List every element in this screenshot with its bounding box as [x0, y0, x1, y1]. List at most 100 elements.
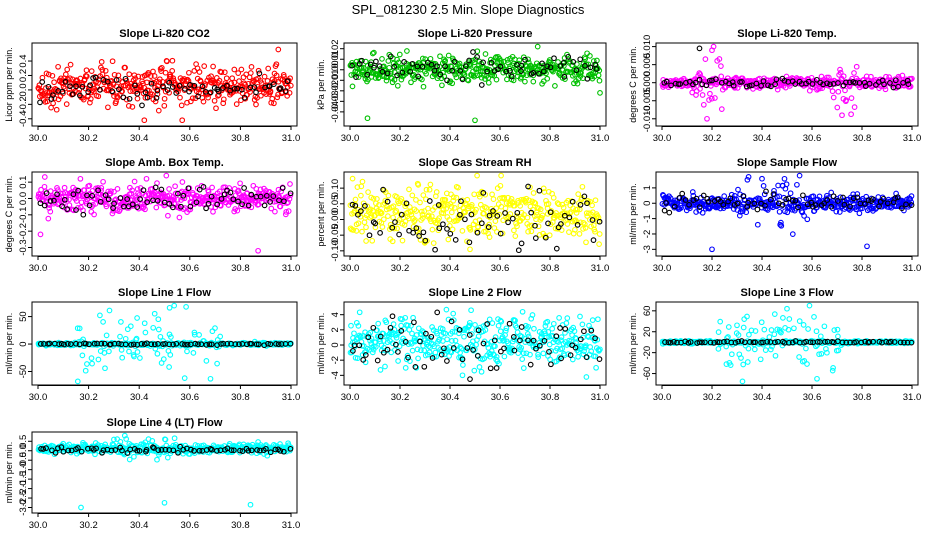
data-point	[67, 83, 73, 90]
data-point	[383, 319, 390, 326]
data-point	[131, 353, 137, 360]
data-point	[166, 341, 173, 348]
x-tick-label: 30.6	[803, 133, 822, 144]
data-point	[47, 198, 54, 204]
data-point	[385, 213, 391, 219]
data-point	[70, 207, 77, 214]
data-point	[516, 57, 523, 64]
data-point	[169, 68, 176, 74]
data-point	[471, 191, 478, 198]
data-point	[389, 313, 396, 320]
data-point	[745, 345, 752, 352]
data-point	[781, 77, 788, 84]
x-tick-label: 30.4	[130, 263, 149, 274]
data-point	[525, 56, 531, 63]
data-point	[434, 220, 440, 227]
x-tick-label: 30.0	[29, 133, 48, 144]
data-point	[835, 198, 841, 204]
data-point	[506, 67, 513, 74]
data-points	[35, 46, 294, 124]
data-point	[472, 117, 478, 124]
x-tick-label: 30.2	[79, 263, 98, 274]
data-point	[549, 325, 556, 332]
data-point	[457, 211, 463, 218]
data-point	[141, 117, 148, 124]
data-point	[824, 80, 830, 87]
data-point	[848, 111, 854, 118]
data-point	[771, 331, 778, 338]
data-point	[138, 341, 145, 347]
data-points	[659, 172, 915, 253]
data-point	[192, 340, 199, 347]
data-point	[758, 82, 764, 89]
data-point	[415, 73, 422, 80]
data-point	[420, 229, 427, 236]
data-point	[186, 69, 192, 76]
data-point	[379, 224, 386, 230]
data-point	[718, 63, 724, 69]
x-tick-label: 30.8	[231, 133, 250, 144]
x-axis: 30.0 30.2 30.4 30.6 30.8 31.0	[29, 513, 300, 531]
data-point	[205, 188, 212, 195]
data-point	[850, 195, 857, 202]
data-point	[275, 91, 281, 98]
data-point	[374, 196, 380, 202]
data-point	[706, 97, 712, 103]
x-tick-label: 31.0	[282, 263, 301, 274]
data-point	[880, 195, 887, 202]
data-point	[390, 203, 397, 210]
data-point	[804, 216, 811, 223]
data-point	[41, 202, 48, 209]
data-point	[436, 64, 443, 70]
x-tick-label: 30.2	[79, 133, 98, 144]
data-point	[827, 81, 833, 88]
data-point	[92, 201, 99, 207]
data-point	[877, 198, 884, 205]
data-point	[381, 187, 387, 194]
data-point	[61, 196, 68, 203]
data-point	[113, 77, 120, 83]
data-point	[895, 83, 902, 90]
data-point	[98, 187, 104, 194]
y-axis: -0.3-0.2-0.10.00.1	[18, 176, 32, 256]
data-point	[64, 206, 71, 212]
data-point	[465, 77, 472, 84]
data-point	[509, 215, 516, 222]
data-point	[548, 361, 554, 368]
data-point	[370, 195, 377, 202]
data-point	[545, 201, 552, 207]
data-point	[193, 199, 200, 206]
data-point	[200, 184, 207, 190]
data-point	[250, 182, 257, 189]
data-point	[704, 115, 710, 122]
data-point	[773, 76, 780, 83]
data-point	[789, 197, 796, 204]
data-point	[398, 211, 405, 218]
data-point	[354, 184, 361, 190]
data-point	[467, 376, 473, 382]
data-point	[544, 63, 550, 70]
data-point	[705, 198, 712, 205]
panel-title: Slope Line 3 Flow	[741, 287, 834, 299]
data-point	[562, 76, 568, 82]
data-point	[486, 221, 493, 228]
data-point	[166, 79, 173, 86]
data-point	[253, 101, 259, 108]
data-point	[587, 53, 593, 59]
data-point	[49, 72, 56, 79]
data-point	[104, 86, 111, 93]
y-tick-label: 0.01	[330, 50, 341, 69]
y-axis: -3-2-101	[642, 185, 656, 254]
data-point	[44, 98, 51, 105]
data-point	[480, 59, 486, 66]
data-point	[579, 321, 586, 328]
x-tick-label: 30.0	[653, 392, 672, 403]
y-tick-label: -60	[642, 367, 653, 381]
data-point	[596, 218, 603, 225]
data-point	[73, 207, 79, 213]
y-tick-label: -2	[330, 356, 341, 364]
data-point	[690, 197, 697, 203]
data-point	[566, 214, 573, 221]
data-point	[265, 340, 271, 347]
data-point	[220, 96, 227, 103]
